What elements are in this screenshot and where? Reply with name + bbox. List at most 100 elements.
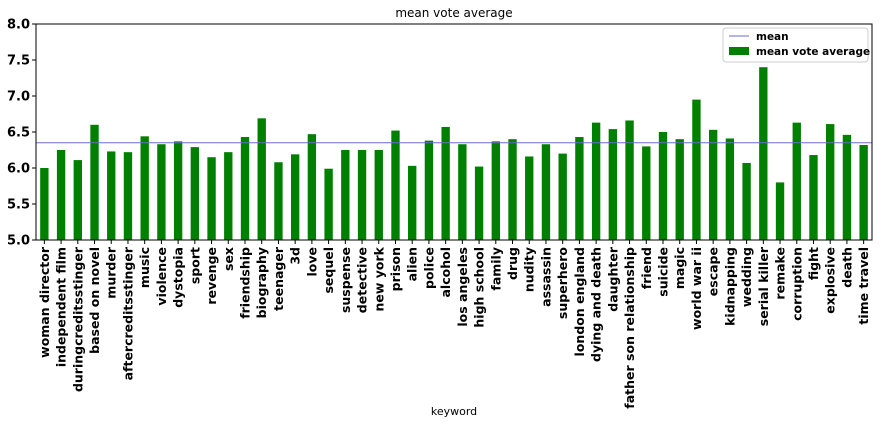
- bar-sequel: [324, 168, 333, 240]
- bar-based-on-novel: [90, 124, 99, 240]
- x-tick-label: suicide: [656, 247, 671, 297]
- bar-assassin: [541, 144, 551, 240]
- bar-dying-and-death: [591, 122, 601, 240]
- bar-detective: [357, 150, 367, 240]
- x-tick-label: london england: [572, 247, 587, 356]
- x-tick-label: kidnapping: [722, 247, 737, 326]
- x-tick-label: suspense: [338, 247, 353, 313]
- x-tick-label: violence: [154, 247, 169, 306]
- x-tick-label: prison: [388, 247, 403, 291]
- x-tick-label: explosive: [823, 247, 838, 314]
- bar-love: [307, 134, 317, 240]
- x-tick-label: death: [839, 247, 854, 288]
- legend-series-label: mean vote average: [756, 46, 870, 58]
- legend-mean-label: mean: [756, 31, 789, 43]
- bar-time-travel: [859, 144, 868, 240]
- x-tick-label: magic: [672, 247, 687, 289]
- x-tick-label: daughter: [605, 246, 620, 312]
- x-tick-label: 3d: [288, 247, 303, 265]
- bar-sport: [190, 147, 200, 240]
- bar-music: [140, 136, 149, 240]
- bars-group: [40, 67, 868, 240]
- bar-duringcreditsstinger: [73, 160, 82, 240]
- x-tick-label: love: [304, 247, 319, 277]
- x-tick-label: independent film: [54, 247, 69, 367]
- bar-new-york: [374, 150, 383, 240]
- bar-3d: [290, 154, 300, 240]
- x-tick-label: remake: [773, 247, 788, 300]
- bar-los-angeles: [458, 144, 467, 240]
- bar-family: [491, 141, 500, 240]
- y-tick-label: 6.5: [7, 126, 30, 141]
- x-tick-label: world war ii: [689, 247, 704, 330]
- x-tick-label: revenge: [204, 247, 219, 305]
- bar-wedding: [742, 162, 751, 240]
- x-tick-label: aftercreditsstinger: [120, 246, 135, 380]
- y-tick-label: 5.5: [7, 198, 30, 213]
- x-tick-label: biography: [254, 247, 269, 318]
- x-tick-label: based on novel: [87, 247, 102, 354]
- bar-drug: [508, 139, 517, 240]
- bar-nudity: [525, 156, 534, 240]
- x-tick-label: woman director: [37, 246, 52, 358]
- legend: mean mean vote average: [722, 27, 870, 63]
- bar-aftercreditsstinger: [123, 152, 133, 240]
- bar-biography: [257, 118, 266, 240]
- x-tick-label: superhero: [555, 247, 570, 319]
- chart-title: mean vote average: [395, 6, 512, 20]
- x-axis: woman director independent film duringcred…: [37, 240, 871, 409]
- x-tick-label: father son relationship: [622, 247, 637, 409]
- bar-corruption: [792, 122, 801, 240]
- x-tick-label: sport: [187, 247, 202, 284]
- x-tick-label: drug: [505, 247, 520, 280]
- x-tick-label: sex: [221, 247, 236, 271]
- x-tick-label: corruption: [789, 247, 804, 321]
- bar-world-war-ii: [692, 99, 701, 240]
- x-tick-label: fight: [806, 247, 821, 280]
- bar-alien: [408, 165, 417, 240]
- x-tick-label: new york: [371, 246, 386, 311]
- bar-high-school: [474, 166, 484, 240]
- x-tick-label: murder: [104, 246, 119, 299]
- x-tick-label: detective: [355, 247, 370, 313]
- bar-remake: [775, 182, 785, 240]
- x-tick-label: nudity: [522, 247, 537, 292]
- y-tick-label: 8.0: [7, 18, 30, 33]
- x-tick-label: sequel: [321, 247, 336, 294]
- bar-alcohol: [441, 126, 450, 240]
- x-tick-label: teenager: [271, 246, 286, 311]
- bar-daughter: [608, 129, 618, 240]
- bar-friendship: [240, 137, 250, 240]
- bar-prison: [391, 130, 400, 240]
- bar-superhero: [558, 153, 567, 240]
- bar-escape: [708, 129, 718, 240]
- bar-violence: [157, 144, 166, 240]
- x-tick-label: serial killer: [756, 246, 771, 326]
- x-tick-label: alien: [405, 247, 420, 281]
- legend-box: [722, 27, 869, 63]
- bar-magic: [675, 139, 684, 240]
- x-tick-label: family: [488, 247, 503, 291]
- bar-fight: [809, 155, 818, 240]
- bar-dystopia: [173, 141, 183, 240]
- x-axis-label: keyword: [431, 405, 477, 418]
- bar-suspense: [341, 150, 350, 240]
- y-tick-label: 6.0: [7, 162, 30, 177]
- y-tick-label: 5.0: [7, 234, 30, 249]
- bar-murder: [107, 151, 116, 240]
- y-tick-label: 7.0: [7, 90, 30, 105]
- x-tick-label: friend: [639, 247, 654, 289]
- x-tick-label: time travel: [856, 247, 871, 325]
- x-tick-label: dying and death: [589, 247, 604, 362]
- bar-police: [424, 140, 434, 240]
- bar-father-son-relationship: [625, 120, 634, 240]
- x-tick-label: duringcreditsstinger: [70, 246, 85, 392]
- bar-friend: [642, 146, 651, 240]
- bar-woman-director: [40, 168, 49, 240]
- x-tick-label: friendship: [238, 247, 253, 319]
- x-tick-label: assassin: [538, 247, 553, 307]
- bar-kidnapping: [725, 138, 735, 240]
- x-tick-label: los angeles: [455, 247, 470, 327]
- x-tick-label: dystopia: [171, 247, 186, 308]
